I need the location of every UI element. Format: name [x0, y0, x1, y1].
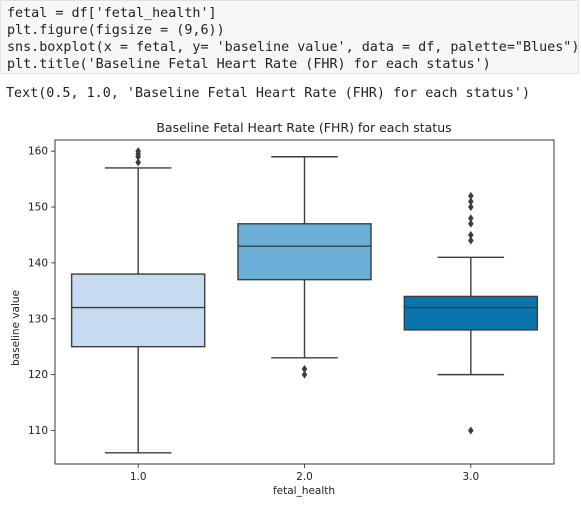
code-line: plt.figure(figsize = (9,6)) [7, 23, 225, 38]
code-line: plt.title('Baseline Fetal Heart Rate (FH… [7, 57, 491, 72]
box [237, 223, 372, 281]
plot-frame [54, 139, 555, 465]
x-tick-label: 2.0 [296, 471, 313, 483]
cell-output-text: Text(0.5, 1.0, 'Baseline Fetal Heart Rat… [6, 86, 531, 101]
outlier-point [468, 236, 474, 245]
plot-area: 110 120 130 140 150 160 1.0 2.0 3.0 [28, 139, 555, 483]
boxplot-svg: Baseline Fetal Heart Rate (FHR) for each… [10, 120, 555, 497]
boxplot-chart: Baseline Fetal Heart Rate (FHR) for each… [0, 112, 581, 505]
chart-title: Baseline Fetal Heart Rate (FHR) for each… [156, 120, 451, 135]
y-tick-label: 150 [28, 202, 48, 214]
y-tick-label: 130 [28, 313, 48, 325]
outlier-point [468, 197, 474, 206]
code-cell[interactable]: fetal = df['fetal_health'] plt.figure(fi… [0, 0, 579, 74]
outlier-point [468, 203, 474, 212]
y-axis-label: baseline value [10, 290, 22, 366]
outlier-point [468, 426, 474, 435]
y-tick-label: 110 [28, 425, 48, 437]
y-tick-label: 120 [28, 369, 48, 381]
x-axis-label: fetal_health [273, 485, 335, 497]
outlier-point [301, 370, 308, 379]
outlier-point [135, 158, 141, 167]
outlier-point [301, 365, 308, 374]
outlier-point [135, 147, 141, 156]
y-tick-label: 160 [28, 146, 48, 158]
x-tick-label: 3.0 [462, 471, 479, 483]
x-tick-label: 1.0 [130, 471, 147, 483]
box [403, 295, 539, 331]
outlier-point [468, 230, 474, 239]
outlier-point [468, 219, 474, 228]
code-line: sns.boxplot(x = fetal, y= 'baseline valu… [7, 40, 580, 55]
code-line: fetal = df['fetal_health'] [7, 6, 217, 21]
outlier-point [468, 191, 474, 200]
box [70, 273, 206, 348]
outlier-point [468, 214, 474, 223]
y-tick-label: 140 [28, 257, 48, 269]
